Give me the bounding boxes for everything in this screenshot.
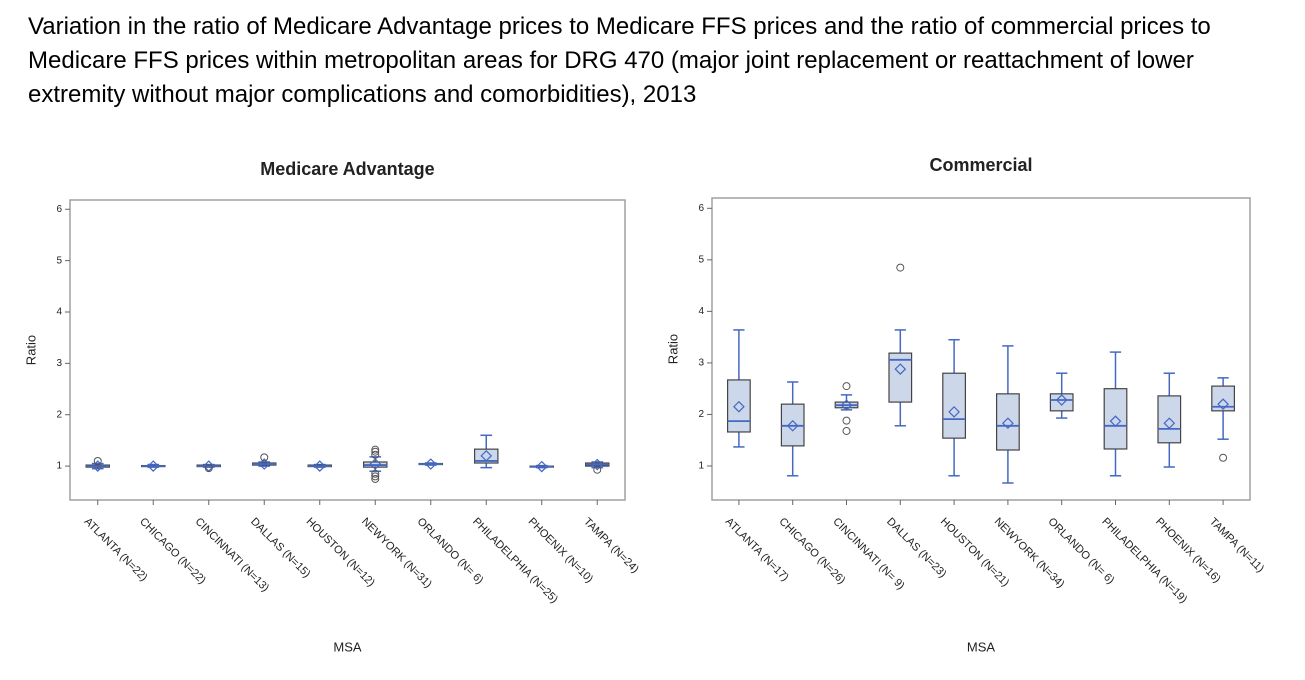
outlier <box>93 456 102 465</box>
outlier <box>896 263 905 272</box>
y-tick-label: 2 <box>56 409 62 420</box>
outlier <box>371 450 380 459</box>
mean-marker <box>1055 394 1068 406</box>
outlier <box>593 465 602 474</box>
mean-marker <box>786 419 799 432</box>
box <box>996 393 1020 451</box>
y-axis-label: Ratio <box>23 335 38 365</box>
box <box>1049 393 1074 412</box>
y-tick-label: 5 <box>698 254 704 265</box>
y-axis-label: Ratio <box>665 334 680 364</box>
x-tick-label: DALLAS (N=15) <box>248 516 312 580</box>
y-tick-label: 3 <box>698 358 704 369</box>
mean-marker <box>591 458 604 471</box>
mean-marker <box>535 460 548 473</box>
plot-frame <box>69 199 626 501</box>
mean-marker <box>733 400 745 413</box>
outlier <box>260 453 269 462</box>
outlier <box>1219 453 1228 462</box>
outlier <box>371 472 380 481</box>
mean-marker <box>369 458 382 470</box>
box <box>888 352 913 403</box>
outlier <box>371 445 380 454</box>
mean-marker <box>91 460 104 472</box>
box <box>1157 395 1182 444</box>
box <box>473 448 499 464</box>
x-tick-label: TAMPA (N=24) <box>581 516 641 576</box>
mean-marker <box>424 458 437 470</box>
mean-marker <box>480 449 493 462</box>
chart-title: Commercial <box>929 155 1032 175</box>
x-axis-label: MSA <box>967 639 996 654</box>
y-tick-label: 4 <box>56 307 62 318</box>
page-title: Variation in the ratio of Medicare Advan… <box>28 13 1211 108</box>
mean-marker <box>948 406 960 418</box>
mean-marker <box>894 363 907 375</box>
mean-marker <box>147 460 160 472</box>
box <box>727 379 751 433</box>
outlier <box>204 464 213 473</box>
x-axis-label: MSA <box>333 639 362 654</box>
mean-marker <box>1002 417 1014 430</box>
mean-marker <box>313 460 326 472</box>
y-tick-label: 5 <box>56 255 62 266</box>
mean-marker <box>258 458 271 470</box>
mean-marker <box>1163 417 1176 430</box>
mean-marker <box>1217 398 1229 410</box>
chart-title: Medicare Advantage <box>260 159 434 179</box>
outlier <box>371 469 380 478</box>
mean-marker <box>1109 415 1122 427</box>
y-tick-label: 6 <box>698 203 704 214</box>
outlier <box>371 474 380 483</box>
plot-frame <box>711 197 1251 501</box>
y-tick-label: 2 <box>698 409 704 420</box>
outlier <box>371 447 380 456</box>
box <box>1103 388 1128 450</box>
y-tick-label: 6 <box>56 204 62 215</box>
mean-marker <box>840 399 853 412</box>
outlier <box>842 416 851 425</box>
box <box>942 372 966 439</box>
x-tick-label: TAMPA (N=11) <box>1207 516 1266 575</box>
outlier <box>842 382 851 391</box>
y-tick-label: 4 <box>698 306 704 317</box>
y-tick-label: 3 <box>56 358 62 369</box>
mean-marker <box>202 460 215 472</box>
y-tick-label: 1 <box>56 461 62 472</box>
outlier <box>842 426 851 435</box>
y-tick-label: 1 <box>698 461 704 472</box>
